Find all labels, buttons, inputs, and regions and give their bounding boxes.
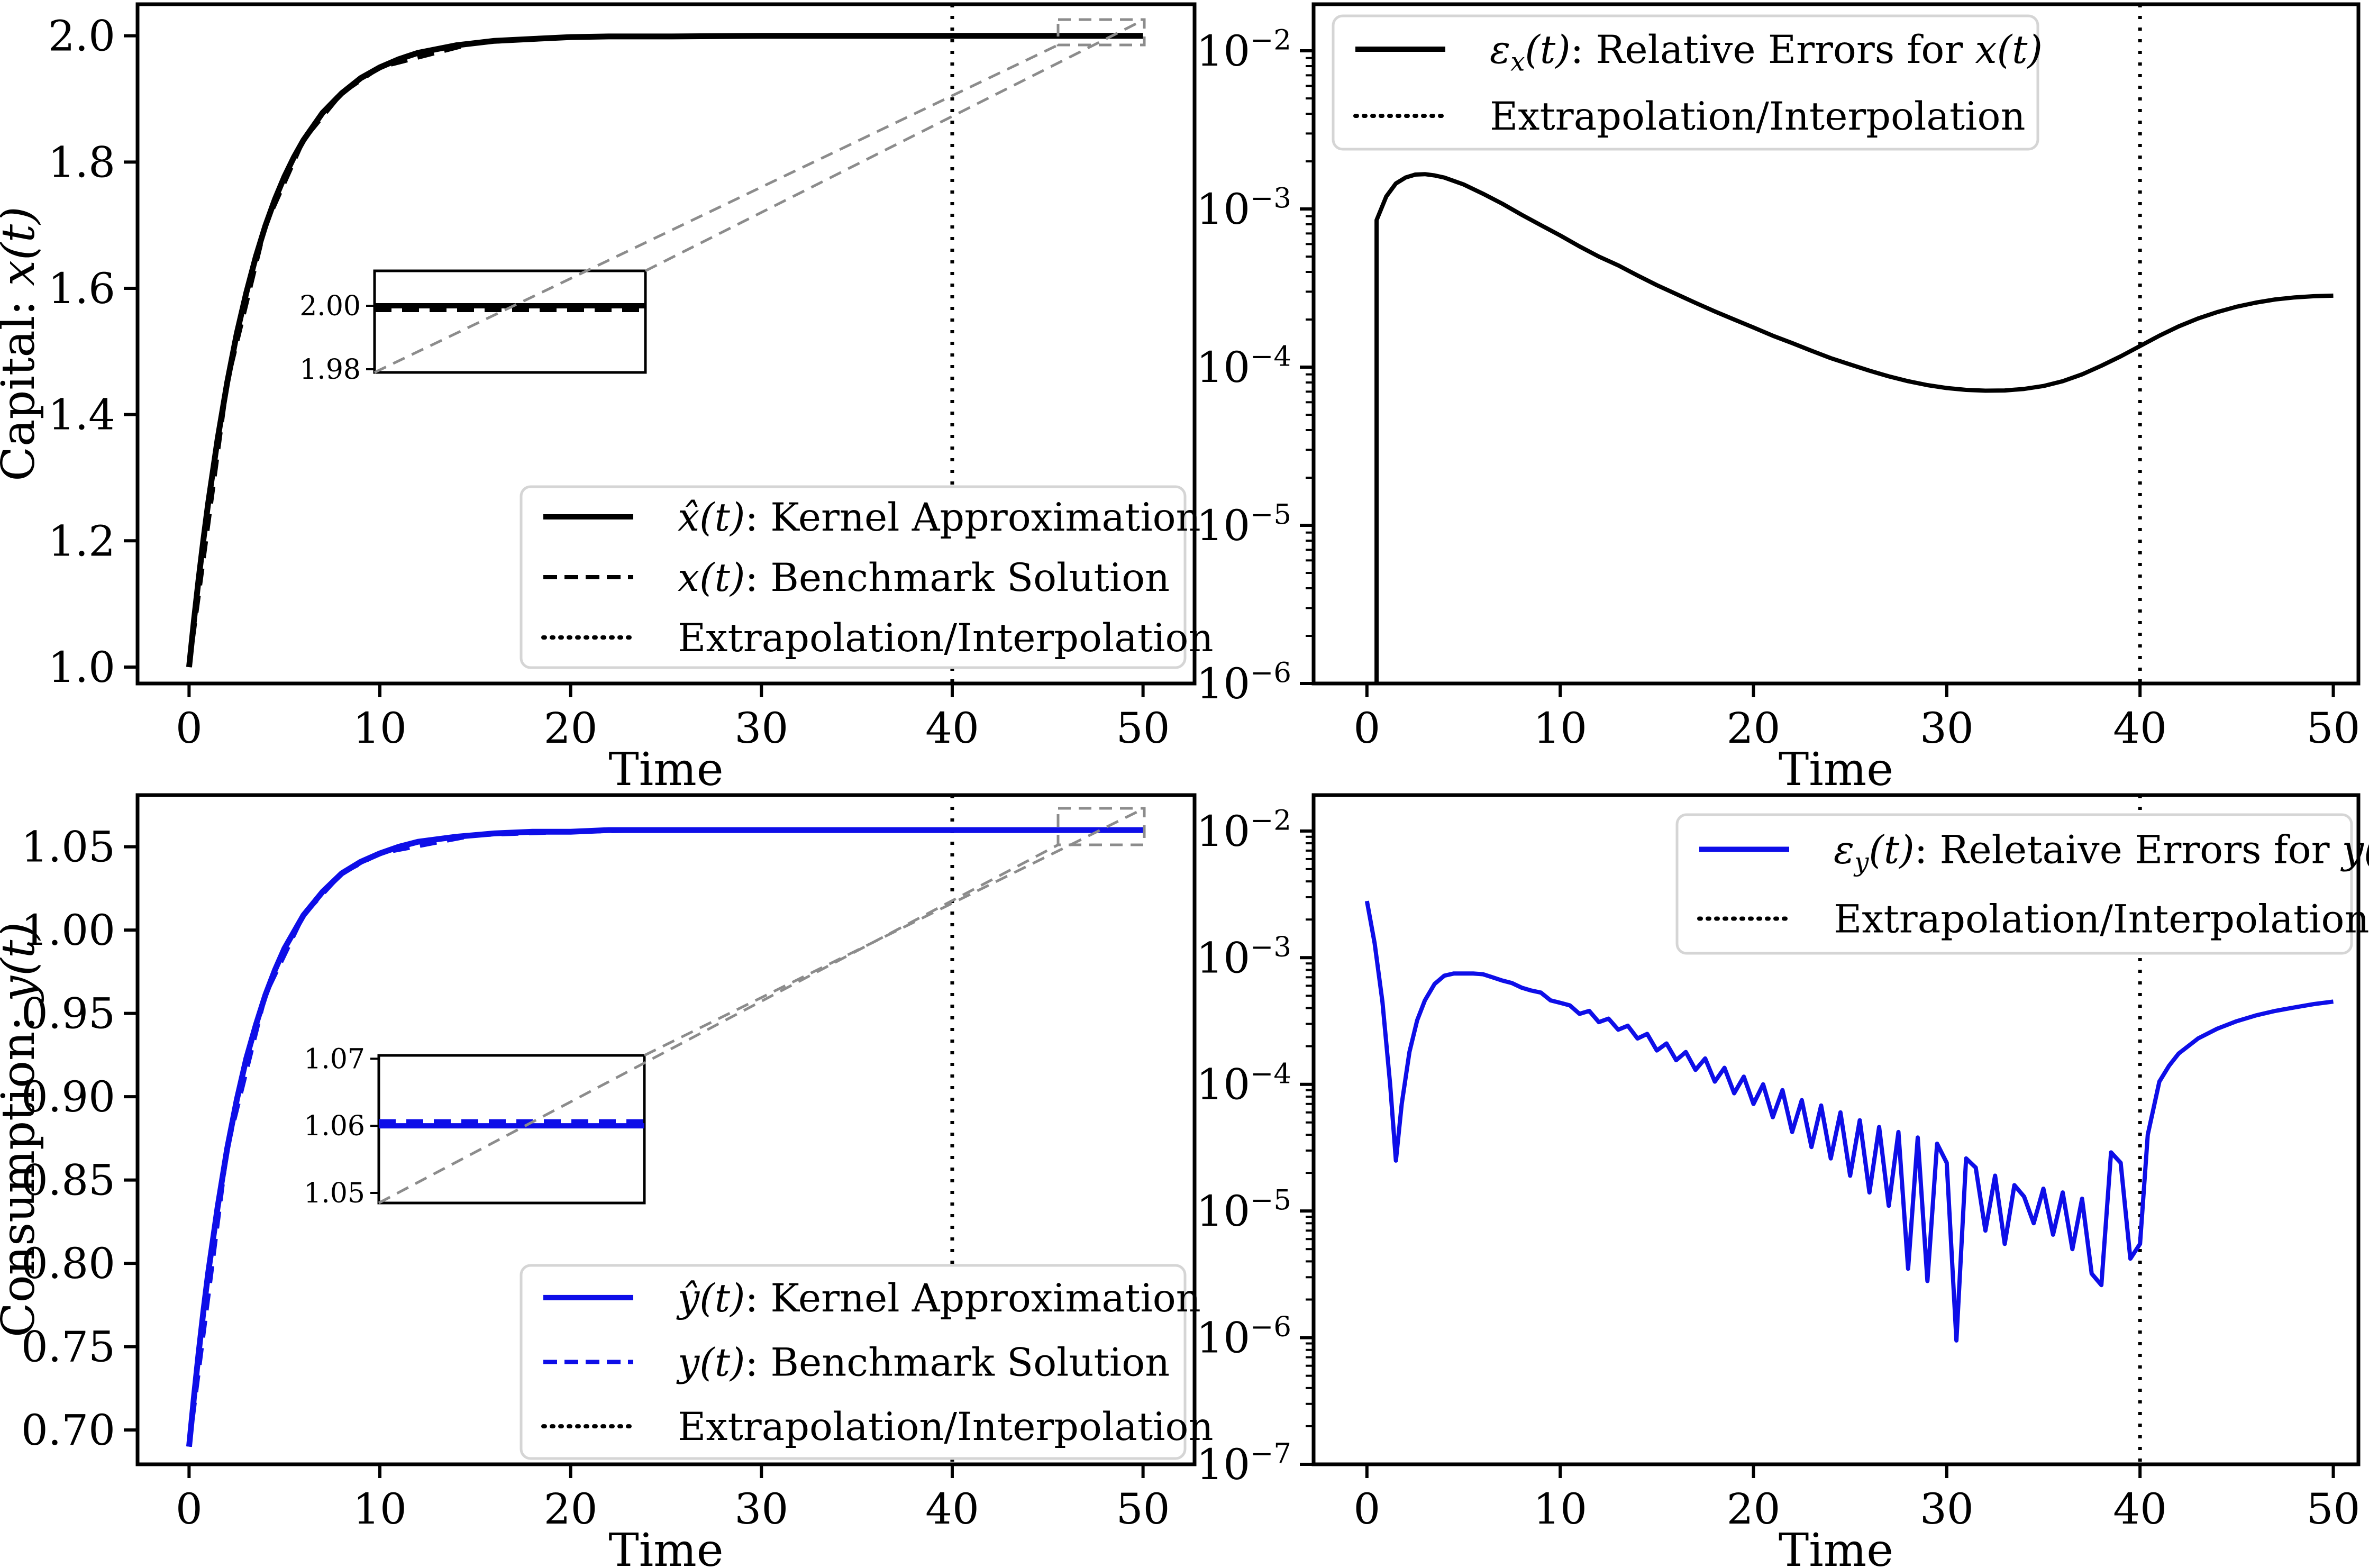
y-tick-label: 1.05: [21, 823, 115, 872]
curve-error-y: [1364, 900, 2334, 1343]
curve-kernel-y: [186, 827, 1143, 1447]
x-tick-label: 10: [353, 1484, 407, 1534]
x-tick-label: 50: [2307, 1484, 2361, 1534]
x-tick-label: 20: [1727, 704, 1781, 753]
zoom-region-rect: [1056, 18, 1146, 47]
legend-box: [1332, 14, 2039, 151]
x-tick-label: 0: [176, 704, 203, 753]
y-tick-label: 1.2: [48, 516, 115, 566]
plot-border: [1311, 2, 2361, 686]
x-tick-label: 30: [1920, 1484, 1974, 1534]
x-tick-label: 40: [925, 704, 979, 753]
y-tick-label: 1.00: [21, 906, 115, 955]
x-axis-label: Time: [1779, 1524, 1893, 1568]
legend-label: Extrapolation/Interpolation: [678, 616, 1213, 661]
curve-kernel-x: [186, 33, 1143, 668]
plot-border: [135, 2, 1197, 686]
y-tick-label: 1.4: [48, 390, 115, 440]
y-tick-label: 0.70: [21, 1406, 115, 1455]
y-tick-label: 0.85: [21, 1156, 115, 1205]
x-axis-label: Time: [608, 743, 723, 796]
inset-y-tick-label: 1.05: [304, 1178, 365, 1209]
curves-group: [186, 827, 1143, 1447]
legend-box: [1675, 813, 2353, 955]
x-tick-label: 10: [1533, 1484, 1587, 1534]
y-tick-label: 10−5: [1196, 1184, 1291, 1236]
legend-label: Extrapolation/Interpolation: [678, 1405, 1213, 1450]
y-tick-label: 1.6: [48, 264, 115, 313]
x-axis-label: Time: [608, 1524, 723, 1568]
x-axis-label: Time: [1779, 743, 1893, 796]
zoom-connector-line: [378, 843, 1059, 1205]
y-tick-label: 0.75: [21, 1323, 115, 1372]
zoom-region-rect: [1056, 807, 1146, 846]
y-tick-label: 10−5: [1196, 499, 1291, 550]
x-tick-label: 0: [1353, 704, 1380, 753]
y-axis-label: Capital: x(t): [0, 206, 45, 481]
x-tick-label: 40: [2113, 704, 2167, 753]
y-tick-label: 1.0: [48, 643, 115, 692]
x-tick-label: 30: [734, 1484, 788, 1534]
y-tick-label: 10−4: [1196, 341, 1291, 392]
panel-consumption: 0.70 0.75 0.80 0.85 0.90 0.95 1.00 1.05 0 10 20 30 4…: [0, 793, 1213, 1568]
y-tick-label: 10−2: [1196, 24, 1291, 76]
y-tick-label: 10−3: [1196, 183, 1291, 234]
plot-border: [1311, 793, 2361, 1466]
zoom-connector-line: [373, 43, 1059, 374]
curves-group: [186, 33, 1143, 668]
curve-error-x: [1374, 172, 2334, 683]
y-axis-label: Consumption: y(t): [0, 922, 45, 1337]
inset-y-tick-label: 1.06: [304, 1110, 365, 1142]
inset-box: [373, 269, 647, 374]
y-tick-label: 2.0: [48, 12, 115, 61]
x-tick-label: 20: [544, 704, 598, 753]
x-tick-label: 40: [2113, 1484, 2167, 1534]
x-tick-label: 0: [1353, 1484, 1380, 1534]
inset-y-tick-label: 2.00: [299, 290, 361, 322]
curves-group: [1374, 172, 2334, 683]
zoom-connector-line: [644, 18, 1145, 272]
y-tick-label: 0.80: [21, 1239, 115, 1288]
x-tick-label: 50: [2307, 704, 2361, 753]
x-tick-label: 30: [1920, 704, 1974, 753]
plot-border: [135, 793, 1197, 1466]
x-tick-label: 10: [1533, 704, 1587, 753]
x-tick-label: 40: [925, 1484, 979, 1534]
y-tick-label: 0.90: [21, 1072, 115, 1122]
curves-group: [1364, 900, 2334, 1343]
inset-y-tick-label: 1.98: [299, 354, 361, 386]
x-tick-label: 20: [1727, 1484, 1781, 1534]
y-tick-label: 10−3: [1196, 931, 1291, 982]
y-tick-label: 10−7: [1196, 1438, 1291, 1489]
legend-box: [520, 1264, 1187, 1460]
panel-relative-error-y: 10−2 10−3 10−4 10−5 10−6 10−7 0 10 20 30 40 50 Time ε…: [1196, 793, 2369, 1568]
legend-label: Extrapolation/Interpolation: [1490, 94, 2025, 139]
zoom-connector-line: [643, 807, 1145, 1057]
x-tick-label: 20: [544, 1484, 598, 1534]
x-tick-label: 30: [734, 704, 788, 753]
legend-label: y(t): Benchmark Solution: [676, 1341, 1170, 1385]
panel-capital: 1.01.21.41.61.82.00 10 20 30 40 50TimeCapital…: [0, 2, 1213, 796]
legend-label: x(t): Benchmark Solution: [678, 555, 1170, 600]
x-tick-label: 0: [176, 1484, 203, 1534]
panel-relative-error-x: 10−2 10−3 10−4 10−5 10−6 0 10 20 30 40 50 Time εx(t)…: [1196, 2, 2361, 796]
x-tick-label: 50: [1116, 704, 1170, 753]
y-tick-label: 10−4: [1196, 1058, 1291, 1109]
y-tick-label: 0.95: [21, 989, 115, 1038]
x-tick-label: 50: [1116, 1484, 1170, 1534]
legend-label: εx(t): Relative Errors for x(t): [1490, 28, 2043, 77]
legend-label: εy(t): Reletaive Errors for y(t): [1834, 828, 2369, 878]
y-tick-label: 10−6: [1196, 657, 1291, 708]
legend-label: ŷ(t): Kernel Approximation: [676, 1276, 1201, 1321]
y-tick-label: 10−6: [1196, 1311, 1291, 1362]
y-tick-label: 1.8: [48, 138, 115, 187]
y-tick-label: 10−2: [1196, 804, 1291, 855]
legend-box: [520, 485, 1187, 669]
legend-label: x̂(t): Kernel Approximation: [678, 495, 1201, 540]
x-tick-label: 10: [353, 704, 407, 753]
legend-label: Extrapolation/Interpolation: [1834, 897, 2369, 942]
inset-y-tick-label: 1.07: [304, 1043, 365, 1075]
